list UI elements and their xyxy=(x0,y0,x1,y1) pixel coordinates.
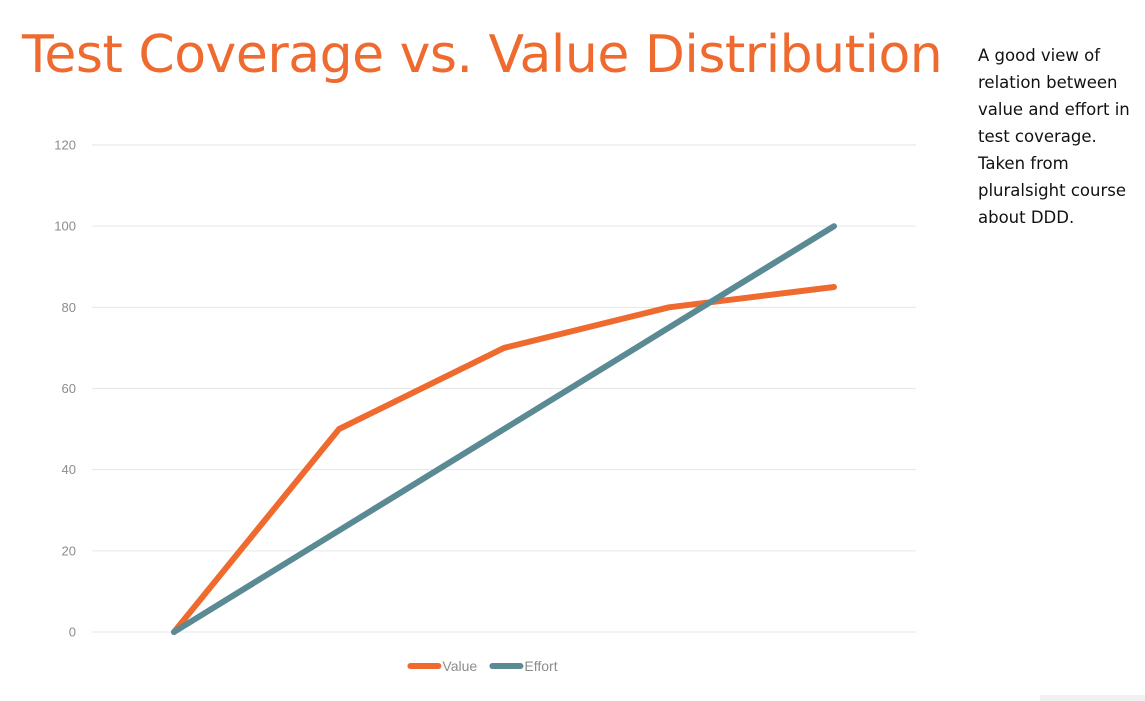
legend: Value Effort xyxy=(407,658,558,674)
y-tick-label: 100 xyxy=(54,219,76,234)
series-line-effort xyxy=(171,223,837,635)
legend-label: Effort xyxy=(524,658,557,674)
y-tick-label: 20 xyxy=(62,543,76,558)
legend-item-effort: Effort xyxy=(489,658,558,674)
y-tick-label: 40 xyxy=(62,462,76,477)
legend-item-value: Value xyxy=(407,658,477,674)
series-line-value xyxy=(171,284,837,635)
chart-title: Test Coverage vs. Value Distribution xyxy=(22,25,943,85)
legend-label: Value xyxy=(442,658,477,674)
y-tick-label: 60 xyxy=(62,381,76,396)
y-tick-label: 120 xyxy=(54,138,76,153)
bottom-shade xyxy=(1040,695,1145,701)
y-axis-ticks: 0 20 40 60 80 100 120 xyxy=(54,138,76,640)
y-tick-label: 80 xyxy=(62,300,76,315)
series-lines xyxy=(171,223,837,635)
gridlines xyxy=(92,144,916,633)
side-note: A good view of relation between value an… xyxy=(978,46,1130,227)
y-tick-label: 0 xyxy=(69,625,76,640)
